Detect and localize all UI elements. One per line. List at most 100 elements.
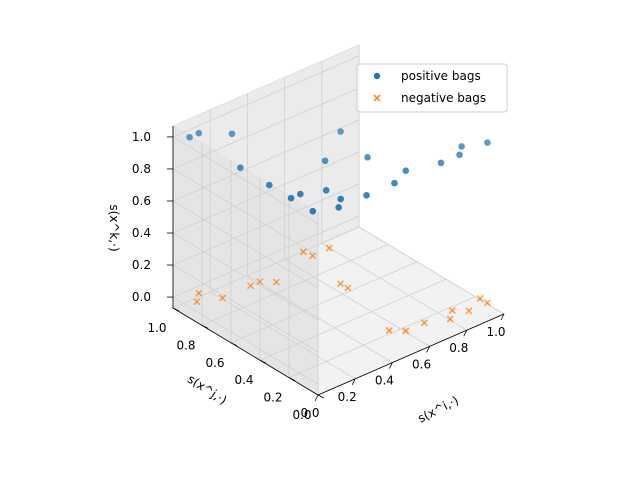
grid-line-x-floor bbox=[247, 275, 393, 363]
negative-bag-point bbox=[385, 326, 393, 335]
y-axis-label: s(x^j,·) bbox=[185, 372, 229, 408]
x-tick-mark bbox=[500, 313, 505, 321]
x-axis-line bbox=[317, 313, 505, 396]
x-tick-label: 0.6 bbox=[412, 357, 431, 371]
positive-bag-point bbox=[364, 154, 371, 161]
x-tick-mark bbox=[389, 362, 393, 369]
y-tick-label: 0.8 bbox=[176, 338, 195, 352]
x-axis-label: s(x^i,·) bbox=[416, 393, 461, 425]
negative-bag-stroke bbox=[448, 307, 456, 315]
negative-bag-stroke bbox=[446, 315, 454, 323]
x-tick-label: 0.0 bbox=[300, 406, 319, 420]
negative-bag-stroke bbox=[385, 326, 393, 335]
negative-bag-stroke bbox=[193, 298, 201, 306]
positive-bag-point bbox=[297, 190, 304, 198]
negative-bag-point bbox=[476, 294, 484, 302]
negative-bag-point bbox=[420, 319, 428, 327]
grid-line-y-floor bbox=[201, 244, 389, 326]
grid-line-z-left bbox=[172, 136, 319, 225]
grid-line-y-floor bbox=[259, 278, 447, 361]
positive-bag-point bbox=[228, 130, 236, 138]
x-tick-mark bbox=[463, 330, 468, 337]
positive-bag-point bbox=[484, 139, 491, 146]
positive-bag-point bbox=[195, 129, 203, 137]
negative-bag-point bbox=[309, 252, 317, 260]
x-tick-mark bbox=[351, 378, 356, 385]
z-tick-label: 0.2 bbox=[132, 258, 151, 272]
x-tick-label: 0.8 bbox=[449, 341, 468, 355]
positive-bag-point bbox=[186, 133, 193, 141]
negative-bag-stroke bbox=[247, 282, 255, 290]
negative-bag-point bbox=[247, 282, 255, 290]
grid-line-y-floor bbox=[172, 226, 360, 309]
negative-bag-point bbox=[325, 244, 333, 252]
y-tick-mark bbox=[259, 359, 267, 364]
grid-line-z-left bbox=[172, 264, 319, 353]
negative-bag-stroke bbox=[219, 294, 227, 302]
positive-bag-point bbox=[456, 151, 463, 159]
negative-bag-stroke bbox=[256, 278, 264, 286]
y-tick-label: 0.0 bbox=[292, 408, 311, 422]
legend-label-negative: negative bags bbox=[401, 91, 486, 105]
negative-bag-point bbox=[272, 278, 280, 286]
grid-line-z-left bbox=[172, 296, 319, 385]
positive-bag-point bbox=[337, 128, 344, 135]
positive-bag-point bbox=[363, 191, 370, 199]
z-tick-label: 0.4 bbox=[132, 226, 151, 240]
y-axis-line bbox=[172, 307, 319, 396]
negative-bag-stroke bbox=[272, 278, 280, 286]
x-tick-mark bbox=[426, 346, 430, 353]
positive-bag-point bbox=[321, 157, 329, 165]
y-tick-mark bbox=[172, 307, 180, 312]
x-tick-mark bbox=[314, 394, 319, 402]
y-tick-mark bbox=[201, 325, 209, 329]
legend-box bbox=[356, 63, 508, 113]
positive-bag-point bbox=[391, 179, 398, 187]
grid-line-y-floor bbox=[288, 296, 476, 378]
legend: positive bags negative bags bbox=[356, 63, 508, 113]
z-tick-label: 0.0 bbox=[132, 290, 151, 304]
y-tick-label: 0.2 bbox=[263, 391, 282, 405]
negative-bag-point bbox=[402, 327, 410, 335]
positive-bag-point bbox=[437, 159, 445, 167]
grid-line-x-floor bbox=[321, 242, 468, 331]
positive-bag-point bbox=[266, 181, 273, 189]
grid-line-z-left bbox=[172, 232, 319, 321]
negative-bag-point bbox=[195, 289, 203, 297]
z-tick-label: 1.0 bbox=[132, 130, 151, 144]
negative-bag-stroke bbox=[402, 327, 410, 335]
negative-bag-stroke bbox=[420, 319, 428, 327]
negative-bag-point bbox=[448, 307, 456, 315]
positive-bag-point bbox=[458, 143, 465, 150]
y-tick-label: 1.0 bbox=[147, 321, 166, 335]
negative-bag-point bbox=[483, 299, 491, 307]
negative-bag-stroke bbox=[299, 248, 307, 256]
positive-bag-point bbox=[402, 167, 410, 174]
positive-bag-point bbox=[309, 207, 317, 215]
z-axis-label: s(x^k,·) bbox=[107, 204, 121, 251]
negative-bag-point bbox=[299, 248, 307, 256]
y-tick-mark bbox=[317, 394, 325, 399]
positive-bag-point bbox=[335, 204, 342, 211]
positive-bag-point bbox=[287, 194, 295, 202]
negative-bag-stroke bbox=[337, 280, 345, 288]
legend-marker-negative bbox=[373, 94, 381, 102]
data-points bbox=[186, 128, 491, 335]
grid-line-z-left bbox=[172, 200, 319, 289]
negative-bag-stroke bbox=[344, 284, 352, 292]
x-tick-label: 0.4 bbox=[375, 374, 394, 388]
negative-bag-point bbox=[446, 315, 454, 323]
legend-marker-positive bbox=[373, 72, 381, 80]
negative-bag-stroke bbox=[465, 307, 473, 315]
axis-lines bbox=[167, 126, 505, 402]
negative-bag-point bbox=[193, 298, 201, 306]
z-tick-label: 0.8 bbox=[132, 162, 151, 176]
legend-label-positive: positive bags bbox=[401, 69, 481, 83]
z-tick-label: 0.6 bbox=[132, 194, 151, 208]
y-tick-label: 0.6 bbox=[205, 356, 224, 370]
x-tick-label: 1.0 bbox=[486, 325, 505, 339]
y-tick-label: 0.4 bbox=[234, 373, 253, 387]
negative-bag-stroke bbox=[325, 244, 333, 252]
